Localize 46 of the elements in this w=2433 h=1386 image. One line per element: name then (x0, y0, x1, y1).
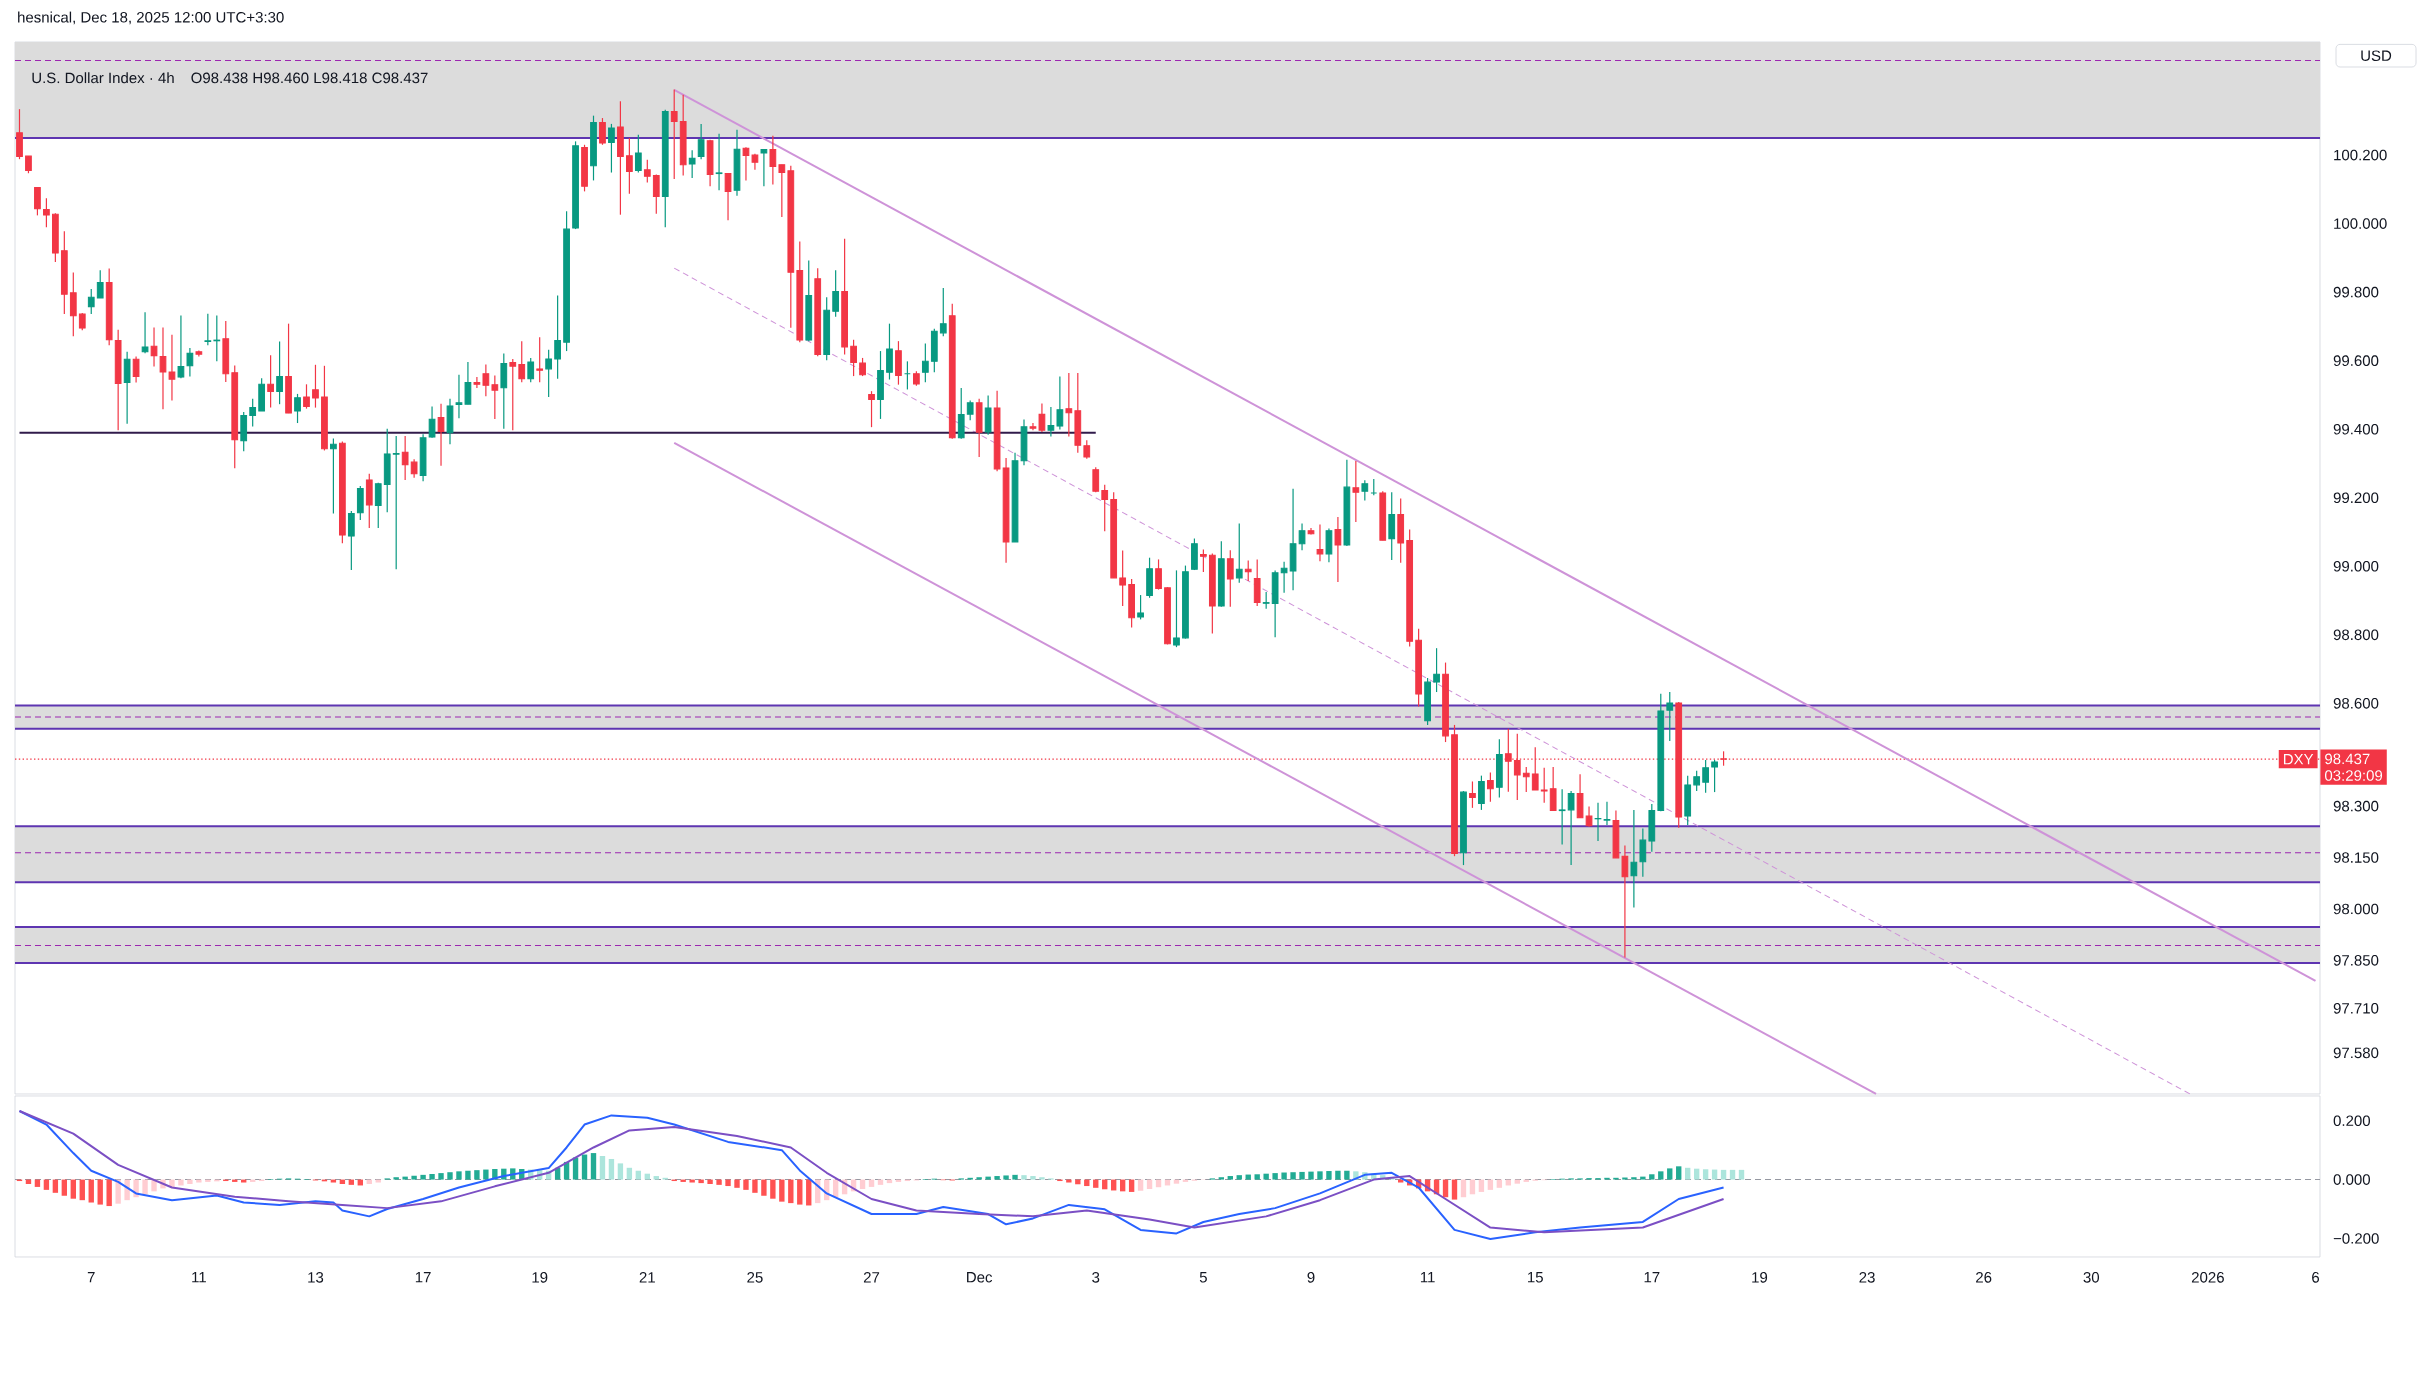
y-tick-label: 99.000 (2333, 560, 2379, 572)
x-tick-label: 19 (1752, 1272, 1768, 1283)
y-tick-label: 99.200 (2333, 492, 2379, 504)
y-tick-label: −0.200 (2333, 1233, 2379, 1244)
x-tick-label: 25 (747, 1272, 763, 1283)
text: USD (2361, 50, 2392, 62)
text: U.S. Dollar Index · 4h (32, 72, 174, 84)
y-tick-label: 97.710 (2333, 1003, 2379, 1014)
y-tick-label: 100.000 (2334, 218, 2387, 229)
y-tick-label: 97.850 (2333, 955, 2379, 966)
ref-line-label: 98.437 (2325, 753, 2370, 765)
x-tick-label: 23 (1859, 1272, 1875, 1283)
x-tick-label: 27 (863, 1272, 880, 1283)
chart-subtitle: hesnical, Dec 18, 2025 12:00 UTC+3:30 (18, 11, 284, 25)
y-tick-label: 100.200 (2334, 149, 2387, 161)
x-tick-label: 13 (308, 1272, 324, 1283)
y-tick-label: 97.580 (2333, 1047, 2379, 1059)
x-tick-label: 17 (1644, 1272, 1660, 1283)
x-tick-label: 3 (1092, 1272, 1100, 1283)
x-tick-label: Dec (967, 1272, 993, 1283)
x-tick-label: 11 (1420, 1272, 1435, 1283)
y-tick-label: 0.000 (2333, 1174, 2370, 1185)
x-tick-label: 9 (1307, 1272, 1315, 1283)
x-tick-label: 26 (1976, 1272, 1992, 1283)
y-tick-label: 98.600 (2333, 698, 2379, 709)
x-tick-label: 15 (1528, 1272, 1543, 1283)
x-tick-label: 21 (639, 1272, 655, 1283)
y-tick-label: 98.150 (2333, 852, 2379, 863)
text: 03:29:09 (2324, 770, 2383, 781)
x-tick-label: 11 (192, 1272, 206, 1283)
y-tick-label: 99.600 (2333, 355, 2379, 366)
x-tick-label: 6 (2312, 1272, 2320, 1283)
x-tick-label: 17 (415, 1272, 431, 1283)
x-tick-label: 2026 (2191, 1272, 2224, 1283)
y-tick-label: 99.400 (2333, 423, 2379, 435)
y-tick-label: 98.300 (2333, 800, 2379, 812)
x-tick-label: 7 (87, 1272, 95, 1283)
y-tick-label: 98.000 (2333, 903, 2379, 915)
y-tick-label: 0.200 (2333, 1115, 2370, 1127)
annotation: O98.438 H98.460 L98.418 C98.437 (191, 72, 428, 84)
x-tick-label: 19 (532, 1272, 548, 1283)
x-tick-label: 5 (1199, 1272, 1207, 1283)
annotation: DXY (2283, 754, 2314, 765)
y-tick-label: 99.800 (2333, 286, 2379, 298)
y-tick-label: 98.800 (2333, 629, 2379, 641)
x-tick-label: 30 (2083, 1272, 2100, 1283)
